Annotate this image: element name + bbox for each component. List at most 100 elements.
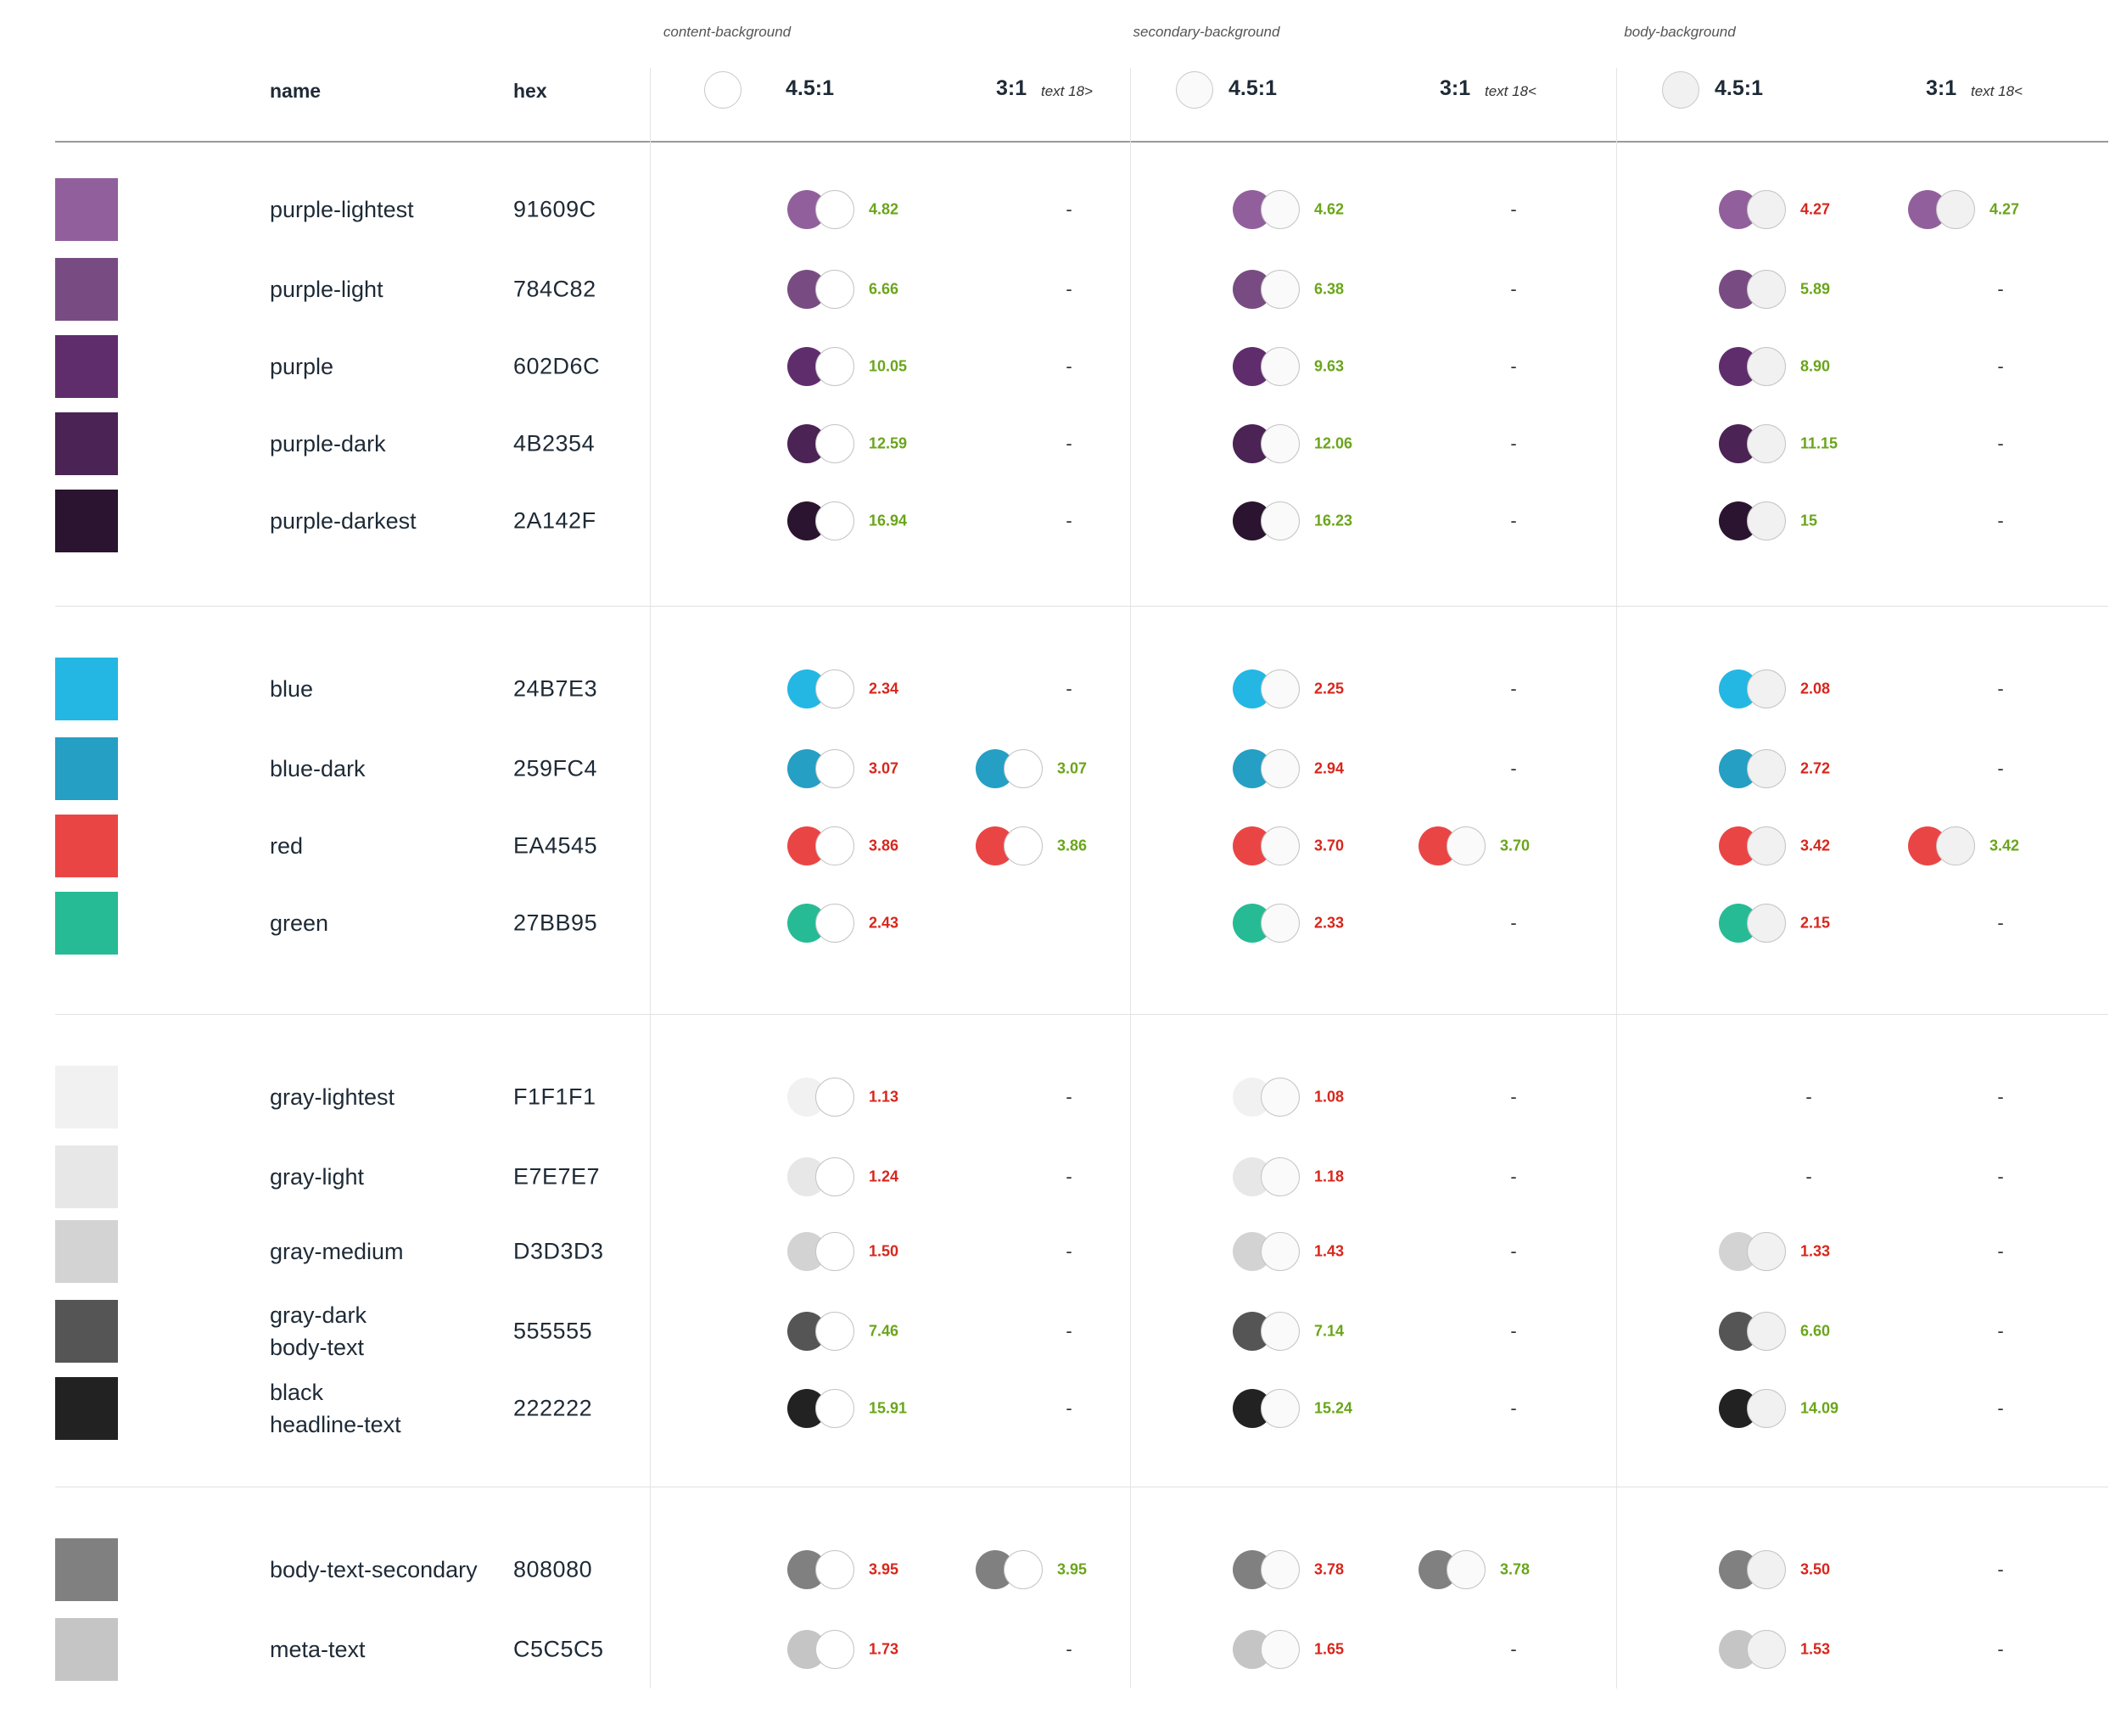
not-applicable-dash: - [1997, 356, 2004, 377]
not-applicable-dash: - [1510, 1086, 1517, 1107]
color-hex: F1F1F1 [513, 1084, 596, 1110]
contrast-preview [1719, 190, 1787, 229]
color-name: purple-darkest [270, 508, 417, 534]
color-name-line1: black [270, 1380, 324, 1405]
background-circle [1747, 749, 1786, 788]
contrast-preview [976, 749, 1044, 788]
contrast-ratio-value: 1.13 [869, 1088, 899, 1106]
contrast-preview [1233, 501, 1301, 540]
contrast-ratio-value: 3.70 [1500, 837, 1531, 854]
background-circle [815, 1550, 854, 1589]
color-name: gray-light [270, 1164, 365, 1190]
not-applicable-dash: - [1997, 510, 2004, 531]
contrast-preview [1233, 190, 1301, 229]
contrast-ratio-value: 4.62 [1314, 200, 1345, 218]
background-swatch-circle [1176, 71, 1213, 109]
not-applicable-dash: - [1510, 758, 1517, 779]
contrast-preview [787, 1630, 855, 1669]
color-name: purple-light [270, 277, 383, 302]
not-applicable-dash: - [1510, 678, 1517, 699]
name-column-header: name [270, 80, 322, 102]
color-name: green [270, 910, 329, 936]
contrast-ratio-value: 6.38 [1314, 280, 1345, 298]
color-swatch [55, 1618, 118, 1681]
contrast-ratio-value: 7.14 [1314, 1322, 1345, 1340]
not-applicable-dash: - [1997, 1320, 2004, 1341]
not-applicable-dash: - [1510, 278, 1517, 300]
background-circle [1261, 826, 1300, 865]
contrast-preview [1233, 749, 1301, 788]
contrast-ratio-value: 1.24 [869, 1168, 899, 1185]
not-applicable-dash: - [1510, 1320, 1517, 1341]
contrast-preview [1719, 270, 1787, 309]
contrast-ratio-value: 1.33 [1800, 1242, 1831, 1260]
color-name: blue [270, 676, 314, 702]
background-circle [1004, 826, 1043, 865]
not-applicable-dash: - [1805, 1086, 1812, 1107]
background-circle [815, 501, 854, 540]
not-applicable-dash: - [1066, 1397, 1072, 1419]
contrast-ratio-value: 3.07 [1057, 759, 1088, 777]
background-circle [1447, 1550, 1486, 1589]
contrast-preview [787, 669, 855, 708]
not-applicable-dash: - [1997, 1397, 2004, 1419]
contrast-ratio-value: 3.78 [1314, 1560, 1345, 1578]
background-circle [1747, 904, 1786, 943]
not-applicable-dash: - [1066, 356, 1072, 377]
color-swatch [55, 815, 118, 877]
not-applicable-dash: - [1066, 1166, 1072, 1187]
not-applicable-dash: - [1997, 678, 2004, 699]
contrast-preview [787, 1232, 855, 1271]
contrast-preview [787, 1550, 855, 1589]
background-circle [1261, 190, 1300, 229]
color-swatch [55, 737, 118, 800]
color-hex: 2A142F [513, 507, 596, 534]
not-applicable-dash: - [1066, 1320, 1072, 1341]
not-applicable-dash: - [1997, 433, 2004, 454]
not-applicable-dash: - [1510, 1397, 1517, 1419]
color-name: body-text-secondary [270, 1557, 478, 1582]
ratio-4-5-header: 4.5:1 [1228, 76, 1277, 100]
ratio-4-5-header: 4.5:1 [786, 76, 834, 100]
contrast-ratio-value: 15 [1800, 512, 1818, 529]
contrast-ratio-value: 16.23 [1314, 512, 1353, 529]
background-swatch-circle [704, 71, 742, 109]
contrast-preview [787, 1389, 855, 1428]
background-circle [1747, 1550, 1786, 1589]
not-applicable-dash: - [1066, 433, 1072, 454]
large-text-note: text 18< [1971, 83, 2023, 99]
contrast-preview [1719, 826, 1787, 865]
not-applicable-dash: - [1510, 433, 1517, 454]
contrast-ratio-value: 3.42 [1989, 837, 2020, 854]
background-circle [1447, 826, 1486, 865]
background-circle [815, 347, 854, 386]
background-circle [815, 1232, 854, 1271]
ratio-3-header: 3:1 [1926, 76, 1957, 100]
background-circle [1261, 1312, 1300, 1351]
contrast-preview [787, 904, 855, 943]
color-swatch [55, 1300, 118, 1363]
contrast-preview [1719, 501, 1787, 540]
contrast-ratio-value: 3.86 [869, 837, 899, 854]
not-applicable-dash: - [1997, 758, 2004, 779]
contrast-preview [1233, 1550, 1301, 1589]
contrast-preview [787, 1078, 855, 1117]
contrast-ratio-value: 5.89 [1800, 280, 1831, 298]
not-applicable-dash: - [1066, 1638, 1072, 1660]
background-circle [1261, 1157, 1300, 1196]
background-circle [815, 1078, 854, 1117]
color-swatch [55, 1377, 118, 1440]
background-circle [1747, 190, 1786, 229]
contrast-ratio-value: 3.07 [869, 759, 899, 777]
background-circle [815, 270, 854, 309]
not-applicable-dash: - [1510, 199, 1517, 220]
contrast-ratio-value: 14.09 [1800, 1399, 1839, 1417]
contrast-preview [1233, 1232, 1301, 1271]
background-circle [1747, 501, 1786, 540]
background-circle [1261, 1078, 1300, 1117]
contrast-preview [1233, 669, 1301, 708]
color-name: gray-dark body-text [270, 1299, 367, 1364]
not-applicable-dash: - [1997, 1166, 2004, 1187]
background-circle [815, 424, 854, 463]
contrast-ratio-value: 2.33 [1314, 914, 1345, 932]
